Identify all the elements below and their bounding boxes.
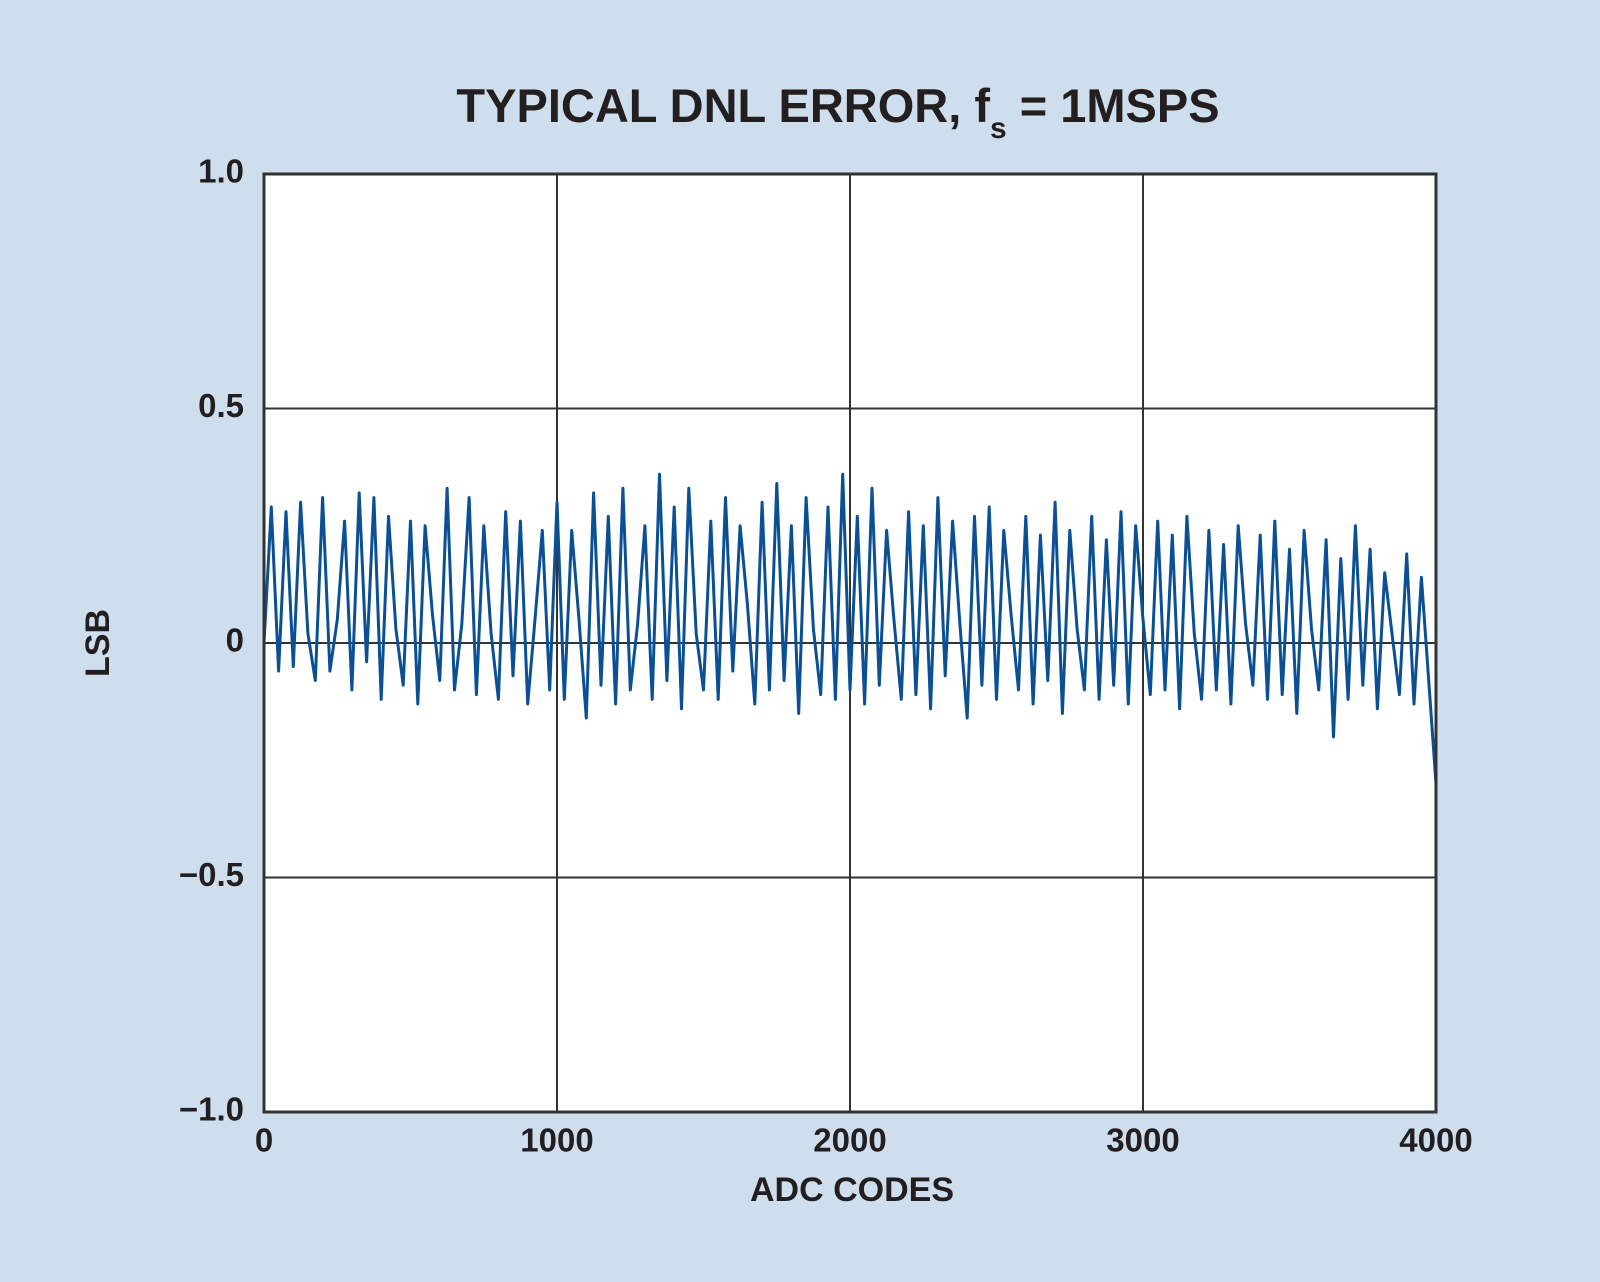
y-tick-label: 0 <box>226 622 244 659</box>
title-text: = 1MSPS <box>1007 79 1220 132</box>
x-tick-label: 4000 <box>1399 1122 1472 1159</box>
plot-frame <box>262 172 1438 1114</box>
x-tick-label: 0 <box>255 1122 273 1159</box>
y-tick-label: 0.5 <box>198 387 244 424</box>
chart-title: TYPICAL DNL ERROR, fs = 1MSPS <box>456 79 1219 145</box>
y-axis-label: LSB <box>79 609 117 677</box>
x-tick-label: 1000 <box>520 1122 593 1159</box>
y-tick-label: 1.0 <box>198 153 244 190</box>
y-tick-label: −1.0 <box>179 1091 244 1128</box>
x-tick-label: 2000 <box>813 1122 886 1159</box>
x-tick-label: 3000 <box>1106 1122 1179 1159</box>
y-tick-label: −0.5 <box>179 856 244 893</box>
title-subscript: s <box>990 112 1007 145</box>
x-axis-label: ADC CODES <box>750 1171 954 1209</box>
title-text: TYPICAL DNL ERROR, f <box>456 79 990 132</box>
data-line <box>262 472 1438 784</box>
